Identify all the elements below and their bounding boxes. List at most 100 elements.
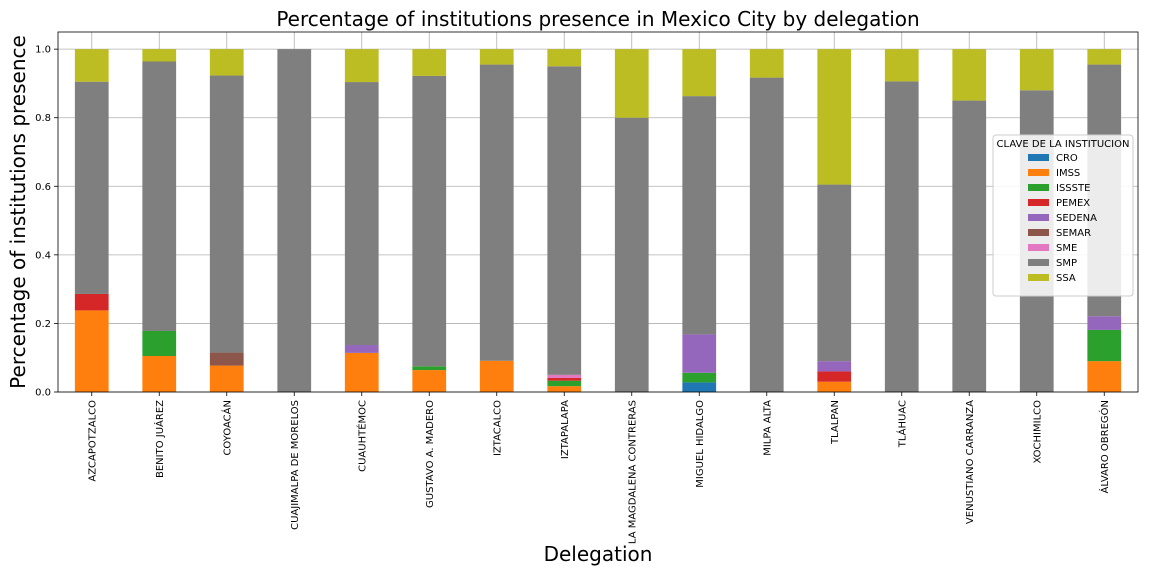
- legend-label-cro: CRO: [1056, 153, 1078, 164]
- bar-segment-ssa: [749, 49, 784, 78]
- legend-label-ssa: SSA: [1056, 273, 1076, 284]
- bar-segment-ssa: [412, 49, 447, 76]
- bar-segment-ssa: [479, 49, 514, 65]
- bar-segment-imss: [479, 360, 514, 392]
- bar-segment-pemex: [547, 377, 582, 381]
- bar-segment-imss: [142, 356, 177, 392]
- x-tick-label: IZTAPALAPA: [560, 400, 571, 459]
- legend-label-smp: SMP: [1056, 258, 1077, 269]
- bar-segment-smp: [817, 184, 852, 362]
- bar-segment-sedena: [817, 361, 852, 372]
- bar-segment-ssa: [547, 49, 582, 67]
- bar-segment-ssa: [74, 49, 109, 82]
- y-tick-label: 0.2: [35, 319, 51, 330]
- bar-segment-ssa: [209, 49, 244, 76]
- legend-swatch-imss: [1028, 169, 1049, 176]
- bar-segment-imss: [547, 386, 582, 392]
- bar-segment-ssa: [884, 49, 919, 82]
- legend-label-sme: SME: [1056, 243, 1077, 254]
- x-tick-label: TLÁHUAC: [895, 400, 908, 448]
- bars: [74, 49, 1122, 393]
- bar-segment-imss: [74, 310, 109, 392]
- bar-segment-smp: [142, 61, 177, 331]
- legend-label-issste: ISSSTE: [1056, 183, 1090, 194]
- legend-label-sedena: SEDENA: [1056, 213, 1097, 224]
- bar-segment-smp: [74, 81, 109, 294]
- bar-segment-imss: [817, 381, 852, 392]
- bar-segment-sme: [547, 374, 582, 378]
- legend-swatch-smp: [1028, 259, 1049, 266]
- bar-segment-imss: [344, 352, 379, 392]
- bar-segment-smp: [547, 66, 582, 375]
- bar-segment-smp: [479, 64, 514, 361]
- bar-segment-smp: [209, 75, 244, 353]
- bar-segment-smp: [682, 96, 717, 335]
- y-tick-label: 0.8: [35, 113, 51, 124]
- bar-segment-ssa: [1019, 49, 1054, 91]
- x-tick-label: LA MAGDALENA CONTRERAS: [627, 400, 638, 544]
- x-tick-label: MIGUEL HIDALGO: [695, 400, 706, 488]
- bar-segment-smp: [884, 81, 919, 392]
- legend-swatch-sme: [1028, 244, 1049, 251]
- bar-segment-issste: [682, 372, 717, 383]
- bar-segment-issste: [1087, 329, 1122, 362]
- x-tick-label: XOCHIMILCO: [1032, 400, 1043, 464]
- x-tick-label: IZTACALCO: [492, 400, 503, 456]
- x-tick-label: BENITO JUÁREZ: [153, 400, 166, 478]
- bar-segment-imss: [412, 370, 447, 392]
- y-tick-label: 0.6: [35, 182, 51, 193]
- bar-segment-semar: [209, 352, 244, 366]
- legend-swatch-semar: [1028, 229, 1049, 236]
- legend-swatch-pemex: [1028, 199, 1049, 206]
- legend: CLAVE DE LA INSTITUCION CRO IMSS ISSSTE PEME…: [992, 134, 1134, 297]
- bar-segment-issste: [142, 330, 177, 356]
- legend-swatch-ssa: [1028, 274, 1049, 281]
- bar-segment-ssa: [344, 49, 379, 83]
- bar-segment-smp: [412, 75, 447, 367]
- x-tick-label: MILPA ALTA: [762, 400, 773, 456]
- legend-label-imss: IMSS: [1056, 168, 1080, 179]
- bar-segment-sedena: [1087, 316, 1122, 330]
- bar-segment-ssa: [614, 49, 649, 118]
- bar-segment-ssa: [1087, 49, 1122, 65]
- legend-title: CLAVE DE LA INSTITUCION: [997, 139, 1130, 150]
- x-tick-label: COYOACÁN: [220, 400, 233, 456]
- legend-swatch-sedena: [1028, 214, 1049, 221]
- x-tick-label: CUAUHTÉMOC: [355, 400, 368, 472]
- bar-segment-smp: [952, 100, 987, 393]
- bar-segment-pemex: [817, 371, 852, 382]
- legend-swatch-issste: [1028, 184, 1049, 191]
- x-tick-label: CUAJIMALPA DE MORELOS: [290, 400, 301, 530]
- bar-segment-imss: [1087, 361, 1122, 392]
- bar-segment-sedena: [682, 334, 717, 373]
- bar-segment-smp: [344, 82, 379, 346]
- bar-segment-ssa: [142, 49, 177, 62]
- legend-swatch-cro: [1028, 154, 1049, 161]
- bar-segment-ssa: [952, 49, 987, 101]
- plot-frame: [57, 31, 1139, 393]
- x-tick-label: TLALPAN: [830, 400, 841, 445]
- x-axis-label: Delegation: [544, 542, 653, 566]
- bar-segment-smp: [749, 77, 784, 392]
- legend-label-pemex: PEMEX: [1056, 198, 1090, 209]
- bar-segment-issste: [412, 366, 447, 371]
- y-tick-label: 0.0: [35, 388, 51, 399]
- y-axis-label: Percentage of institutions presence: [6, 35, 30, 389]
- x-axis: AZCAPOTZALCO BENITO JUÁREZ COYOACÁN CUAJIMA…: [87, 392, 1111, 544]
- bar-segment-issste: [547, 380, 582, 387]
- bar-segment-smp: [277, 49, 312, 393]
- bar-segment-smp: [614, 117, 649, 392]
- legend-label-semar: SEMAR: [1056, 228, 1091, 239]
- y-tick-label: 1.0: [35, 45, 51, 56]
- bar-segment-imss: [209, 365, 244, 392]
- bar-segment-sedena: [344, 345, 379, 353]
- chart-title: Percentage of institutions presence in M…: [276, 7, 919, 31]
- y-tick-label: 0.4: [35, 250, 51, 261]
- x-tick-label: ÁLVARO OBREGÓN: [1098, 400, 1111, 493]
- bar-segment-ssa: [682, 49, 717, 97]
- bar-segment-ssa: [817, 49, 852, 185]
- x-tick-label: AZCAPOTZALCO: [87, 400, 98, 482]
- bar-segment-cro: [682, 382, 717, 392]
- x-tick-label: VENUSTIANO CARRANZA: [965, 400, 976, 524]
